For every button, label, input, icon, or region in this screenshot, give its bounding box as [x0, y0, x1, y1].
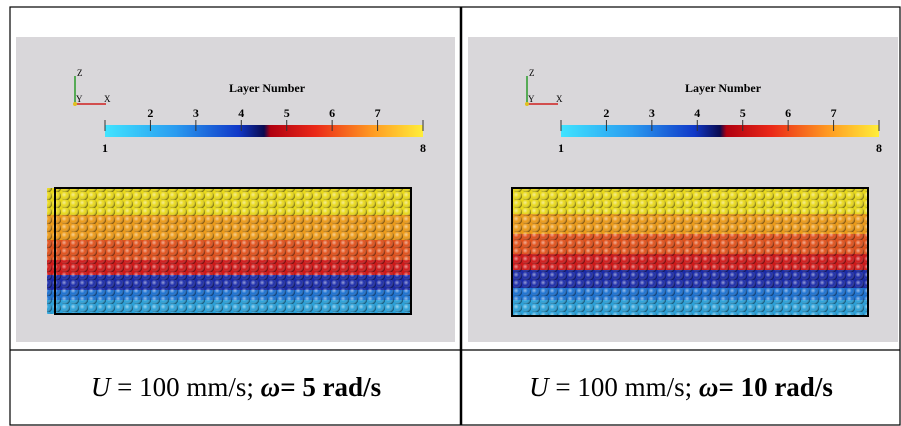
panel: Z Y X Layer Number 1 2 3 4 5 6 7 8 [468, 37, 898, 342]
colorbar-tick-label: 6 [329, 106, 335, 120]
colorbar-tick-label: 4 [694, 106, 700, 120]
caption-part: ω [260, 371, 281, 402]
panel: Z Y X Layer Number 1 2 3 4 5 6 7 8 [16, 37, 455, 342]
caption-part: U [529, 371, 549, 402]
axis-label: Z [77, 68, 83, 78]
colorbar-tick-label: 5 [740, 106, 746, 120]
caption-part: = 5 rad/s [280, 371, 382, 402]
colorbar-tick-label: 6 [785, 106, 791, 120]
caption: U = 100 mm/s; ω = 10 rad/s [462, 356, 900, 418]
frame [9, 6, 901, 426]
colorbar-tick-label: 2 [603, 106, 609, 120]
axis-label: X [556, 94, 563, 104]
axis-y [73, 102, 77, 106]
axis-label: X [104, 94, 111, 104]
colorbar-tick-label: 5 [284, 106, 290, 120]
domain-box [54, 187, 412, 315]
domain-box [511, 187, 869, 317]
axis-label: Y [76, 94, 83, 104]
colorbar-tick-label: 3 [193, 106, 199, 120]
axis-y [525, 102, 529, 106]
colorbar-tick-label: 8 [420, 141, 426, 155]
particles [47, 188, 411, 314]
colorbar-tick-label: 3 [649, 106, 655, 120]
colorbar [561, 125, 879, 137]
particles [512, 188, 868, 316]
caption-part: = 100 mm/s; [548, 371, 699, 402]
colorbar-title: Layer Number [229, 81, 306, 95]
colorbar-tick-label: 7 [831, 106, 837, 120]
axis-label: Y [528, 94, 535, 104]
colorbar-tick-label: 1 [102, 141, 108, 155]
colorbar-tick-label: 1 [558, 141, 564, 155]
caption-part: = 10 rad/s [718, 371, 833, 402]
colorbar [105, 125, 423, 137]
colorbar-tick-label: 8 [876, 141, 882, 155]
colorbar-title: Layer Number [685, 81, 762, 95]
colorbar-tick-label: 2 [147, 106, 153, 120]
caption: U = 100 mm/s; ω = 5 rad/s [11, 356, 461, 418]
caption-part: ω [698, 371, 719, 402]
colorbar-tick-label: 4 [238, 106, 244, 120]
caption-part: = 100 mm/s; [110, 371, 261, 402]
colorbar-tick-label: 7 [375, 106, 381, 120]
caption-part: U [90, 371, 111, 402]
axis-label: Z [529, 68, 535, 78]
